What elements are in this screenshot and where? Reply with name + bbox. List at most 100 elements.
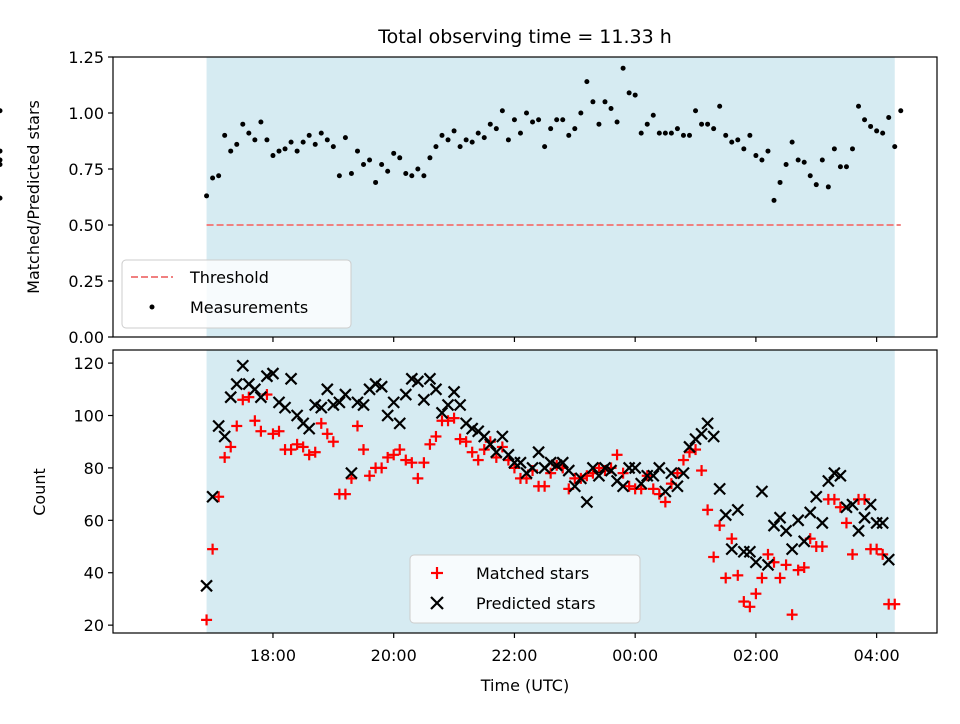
matched-star-point — [309, 446, 321, 458]
predicted-star-point — [502, 448, 515, 462]
predicted-star-point — [779, 524, 793, 538]
measurement-point — [723, 132, 729, 138]
matched-star-point — [400, 454, 412, 466]
predicted-star-point — [671, 479, 684, 493]
predicted-star-point — [339, 388, 352, 401]
x-tick-label: 02:00 — [733, 646, 779, 665]
measurement-point — [693, 108, 699, 114]
matched-star-point — [762, 548, 774, 560]
matched-star-point — [364, 470, 376, 482]
measurement-point — [699, 121, 705, 127]
predicted-star-point — [677, 466, 690, 480]
matched-star-point — [424, 438, 436, 450]
measurement-point — [457, 144, 463, 150]
predicted-star-point — [785, 542, 799, 556]
predicted-star-point — [586, 461, 600, 475]
legend-measurements-swatch — [149, 304, 155, 310]
predicted-star-point — [387, 396, 400, 409]
predicted-star-point — [441, 398, 455, 412]
matched-star-point — [714, 520, 726, 532]
predicted-star-point — [423, 372, 437, 386]
measurement-point — [439, 132, 445, 138]
matched-star-point — [683, 446, 695, 458]
top-y-axis-label: Matched/Predicted stars — [24, 100, 43, 294]
predicted-star-point — [846, 498, 859, 511]
matched-star-point — [647, 483, 659, 495]
measurement-point — [578, 110, 584, 116]
measurement-point — [0, 157, 3, 163]
matched-star-point — [539, 480, 551, 492]
top-y-tick-label: 1.00 — [68, 104, 104, 123]
measurement-point — [409, 173, 415, 179]
predicted-star-point — [647, 469, 660, 483]
predicted-star-point — [526, 461, 539, 475]
predicted-star-point — [496, 430, 509, 443]
matched-star-point — [671, 467, 683, 479]
measurement-point — [270, 153, 276, 159]
predicted-star-point — [417, 393, 431, 407]
bottom-plot-frame — [112, 349, 938, 634]
measurement-point — [324, 137, 330, 143]
matched-star-point — [382, 451, 394, 463]
predicted-star-point — [399, 388, 413, 401]
measurement-point — [530, 119, 536, 125]
predicted-star-point — [453, 398, 467, 412]
predicted-star-point — [284, 372, 298, 386]
measurement-point — [312, 141, 318, 147]
measurement-point — [837, 164, 843, 170]
top-y-tick-label: 0.25 — [68, 272, 104, 291]
predicted-star-point — [725, 542, 739, 556]
x-tick-label: 00:00 — [612, 646, 658, 665]
matched-star-point — [521, 472, 533, 484]
measurement-point — [813, 182, 819, 188]
predicted-star-point — [809, 490, 823, 504]
top-plot-frame — [112, 56, 938, 338]
matched-star-point — [315, 417, 327, 429]
measurement-point — [373, 179, 379, 185]
measurement-point — [747, 132, 753, 138]
matched-star-point — [726, 533, 738, 545]
measurement-point — [487, 121, 493, 127]
measurement-point — [306, 132, 312, 138]
measurement-point — [874, 128, 880, 134]
top-y-tick-label: 0.75 — [68, 160, 104, 179]
predicted-star-point — [447, 385, 461, 399]
measurement-point — [680, 132, 686, 138]
measurement-point — [385, 168, 391, 174]
measurement-point — [463, 137, 469, 143]
matched-star-point — [297, 441, 309, 453]
predicted-star-point — [302, 422, 316, 435]
x-tick-label: 22:00 — [491, 646, 537, 665]
matched-star-point — [454, 433, 466, 445]
matched-star-point — [798, 561, 810, 573]
predicted-star-point — [665, 466, 678, 480]
x-tick-label: 18:00 — [250, 646, 296, 665]
predicted-star-point — [659, 485, 672, 498]
measurement-point — [892, 144, 898, 150]
legend-matched-swatch — [431, 567, 443, 579]
matched-star-point — [219, 451, 231, 463]
matched-star-point — [732, 569, 744, 581]
matched-star-point — [889, 598, 901, 610]
matched-star-point — [786, 609, 798, 621]
measurement-point — [276, 148, 282, 154]
predicted-star-point — [357, 398, 370, 412]
measurement-point — [294, 148, 300, 154]
measurement-point — [348, 170, 354, 176]
matched-star-point — [394, 444, 406, 456]
measurement-point — [379, 162, 385, 168]
predicted-star-point — [321, 383, 334, 396]
matched-star-point — [659, 496, 671, 508]
matched-star-point — [388, 449, 400, 461]
predicted-star-point — [743, 545, 757, 559]
measurement-point — [300, 139, 306, 145]
measurement-point — [862, 117, 868, 123]
measurement-point — [542, 144, 548, 150]
x-axis-label: Time (UTC) — [480, 676, 569, 695]
predicted-star-point — [254, 390, 268, 404]
measurement-point — [620, 65, 626, 71]
measurement-point — [584, 79, 590, 85]
measurement-point — [614, 119, 620, 125]
measurement-point — [650, 112, 656, 118]
matched-star-point — [696, 465, 708, 477]
